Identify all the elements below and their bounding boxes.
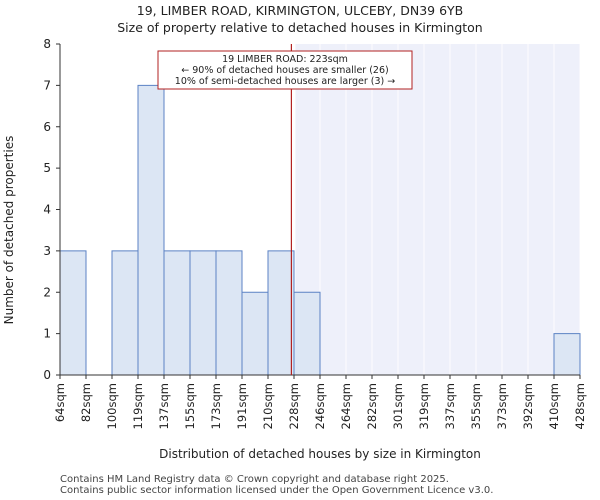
histogram-bar <box>553 333 581 376</box>
histogram-bar <box>163 250 191 376</box>
y-tick-label: 2 <box>43 285 51 299</box>
footer-licence: Contains public sector information licen… <box>60 485 494 496</box>
annotation-line: 19 LIMBER ROAD: 223sqm <box>222 54 348 65</box>
x-tick-label: 246sqm <box>313 383 327 429</box>
x-tick-label: 319sqm <box>417 383 431 429</box>
histogram-bar <box>215 250 243 376</box>
x-tick-label: 155sqm <box>183 383 197 429</box>
chart-subtitle: Size of property relative to detached ho… <box>117 20 483 35</box>
x-tick-label: 191sqm <box>235 383 249 429</box>
x-tick-label: 282sqm <box>365 383 379 429</box>
x-tick-label: 410sqm <box>547 383 561 429</box>
histogram-bar <box>189 250 217 376</box>
annotation-box <box>157 50 413 90</box>
histogram-bar <box>293 291 321 376</box>
x-tick-label: 137sqm <box>157 383 171 429</box>
x-tick-label: 355sqm <box>469 383 483 429</box>
y-tick-label: 1 <box>43 327 51 341</box>
x-tick-label: 392sqm <box>521 383 535 429</box>
histogram-bar <box>241 291 269 376</box>
x-tick-label: 264sqm <box>339 383 353 429</box>
footer-copyright: Contains HM Land Registry data © Crown c… <box>60 474 449 485</box>
y-axis-label: Number of detached properties <box>2 136 16 325</box>
x-tick-label: 119sqm <box>131 383 145 429</box>
x-tick-label: 301sqm <box>391 383 405 429</box>
histogram-bar <box>267 250 295 376</box>
annotation-line: 10% of semi-detached houses are larger (… <box>175 76 395 87</box>
x-tick-label: 337sqm <box>443 383 457 429</box>
x-tick-label: 100sqm <box>105 383 119 429</box>
histogram-bar <box>59 250 87 376</box>
histogram-bar <box>137 84 165 376</box>
x-tick-label: 64sqm <box>53 383 67 422</box>
chart-title: 19, LIMBER ROAD, KIRMINGTON, ULCEBY, DN3… <box>136 3 464 18</box>
x-tick-label: 428sqm <box>573 383 587 429</box>
x-axis-label: Distribution of detached houses by size … <box>159 447 481 461</box>
y-tick-label: 4 <box>43 203 51 217</box>
y-tick-label: 7 <box>43 78 51 92</box>
y-tick-label: 0 <box>43 368 51 382</box>
histogram-bar <box>111 250 139 376</box>
y-tick-label: 5 <box>43 161 51 175</box>
y-tick-label: 8 <box>43 37 51 51</box>
y-tick-label: 6 <box>43 120 51 134</box>
annotation-line: ← 90% of detached houses are smaller (26… <box>181 65 388 76</box>
x-tick-label: 82sqm <box>79 383 93 422</box>
x-tick-label: 173sqm <box>209 383 223 429</box>
highlight-region <box>295 44 580 375</box>
x-tick-label: 228sqm <box>287 383 301 429</box>
x-tick-label: 373sqm <box>495 383 509 429</box>
x-tick-label: 210sqm <box>261 383 275 429</box>
y-tick-label: 3 <box>43 244 51 258</box>
